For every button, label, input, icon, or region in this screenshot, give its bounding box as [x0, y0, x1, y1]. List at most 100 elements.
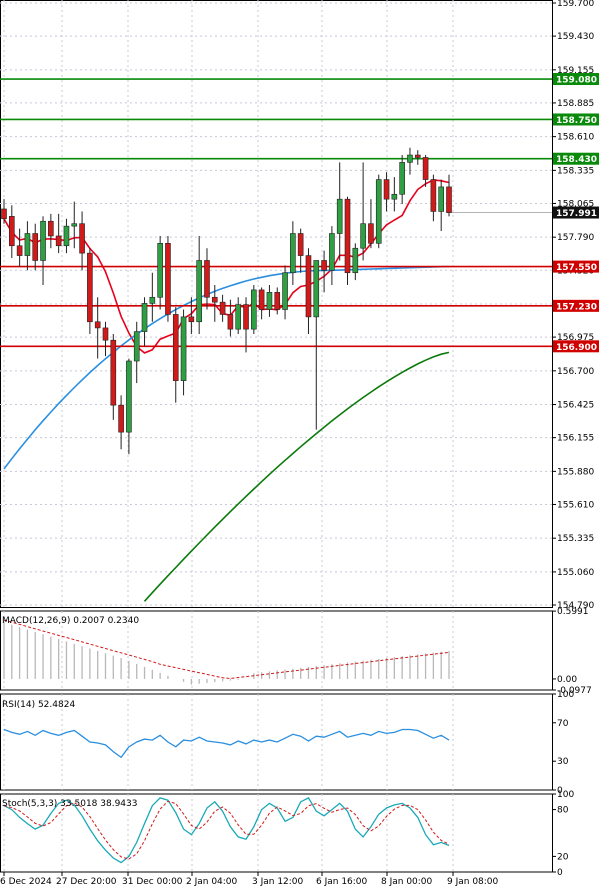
panel-border [0, 610, 553, 691]
current-price-label: 157.991 [556, 209, 597, 219]
stoch-d-line [3, 800, 450, 860]
x-tick-label: 6 Jan 16:00 [316, 877, 368, 887]
y-tick-label: 156.975 [557, 333, 594, 343]
y-tick-label: 159.155 [557, 66, 594, 76]
candle [71, 223, 78, 227]
candle [446, 186, 452, 213]
y-tick-label: 158.065 [557, 199, 594, 209]
candle [407, 154, 413, 163]
candle [235, 304, 242, 330]
candle [180, 316, 187, 381]
current-price-bg [553, 206, 599, 219]
y-tick-label: 156.425 [557, 401, 594, 411]
candle [251, 289, 257, 330]
ma-mid-line [3, 265, 450, 470]
candle [258, 289, 265, 310]
x-tick-label: 31 Dec 00:00 [122, 877, 183, 887]
candle [32, 233, 39, 261]
y-tick-label: 0 [557, 868, 563, 878]
candle [336, 198, 343, 234]
y-tick-label: 159.430 [557, 32, 594, 42]
candle [157, 243, 163, 298]
candle [360, 223, 366, 249]
panel-border [0, 693, 553, 791]
candle [110, 339, 117, 406]
y-tick-label: 0 [557, 786, 563, 796]
y-tick-label: 159.700 [557, 0, 594, 9]
level-label: 157.230 [556, 302, 597, 312]
candle [391, 193, 398, 200]
candle [290, 233, 296, 274]
x-tick-label: 9 Jan 08:00 [447, 877, 499, 887]
y-tick-label: 156.155 [557, 434, 594, 444]
price-axis: 159.700 159.430 159.155 158.885 158.610 158.3… [552, 0, 594, 611]
level-label: 159.080 [556, 76, 597, 86]
level-label-bg [553, 113, 599, 126]
y-tick-label: -0.0977 [557, 686, 592, 696]
candle [329, 233, 335, 271]
x-tick-label: 27 Dec 20:00 [56, 877, 117, 887]
level-label-bg [553, 73, 599, 86]
y-tick-label: 80 [557, 806, 569, 816]
candle [16, 245, 23, 256]
candle [79, 223, 85, 254]
level-label: 158.750 [556, 116, 597, 126]
level-label-bg [553, 299, 599, 312]
time-axis: 6 Dec 2024 27 Dec 20:00 31 Dec 00:00 2 Jan … [0, 872, 499, 887]
y-tick-label: 20 [557, 852, 569, 862]
y-tick-label: 158.335 [557, 166, 594, 176]
level-label: 157.550 [556, 263, 597, 273]
candle [313, 260, 320, 318]
ma-fast-line [3, 179, 450, 354]
level-label-bg [553, 260, 599, 273]
candle [352, 247, 359, 274]
candle [211, 296, 218, 303]
x-tick-label: 3 Jan 12:00 [252, 877, 304, 887]
candle [305, 255, 312, 318]
candle [219, 301, 226, 315]
candle [118, 404, 124, 433]
y-tick-label: 157.790 [557, 233, 594, 243]
candle [282, 272, 288, 310]
candle [165, 243, 171, 315]
candle [266, 292, 273, 310]
candle [94, 321, 101, 329]
candle [149, 296, 156, 304]
candle [399, 162, 405, 195]
macd-signal-line [3, 619, 450, 680]
y-tick-label: 156.700 [557, 367, 594, 377]
y-tick-label: 158.885 [557, 99, 594, 109]
candle [126, 360, 132, 433]
candle [422, 157, 429, 180]
candle [368, 223, 374, 244]
x-tick-label: 8 Jan 00:00 [381, 877, 433, 887]
candle [141, 303, 148, 332]
x-tick-label: 2 Jan 04:00 [186, 877, 238, 887]
moving-averages [3, 179, 450, 602]
level-label: 156.900 [556, 343, 597, 353]
ma-slow-line [143, 351, 450, 602]
candle [414, 154, 421, 158]
y-tick-label: 155.880 [557, 467, 594, 477]
candle [172, 314, 179, 381]
y-tick-label: 155.610 [557, 500, 594, 510]
y-tick-label: 30 [557, 757, 569, 767]
candle [9, 216, 15, 247]
level-labels: 159.080 158.750 158.430 157.550 157.230 156.9… [553, 73, 599, 353]
stoch-title: Stoch(5,3,3) 33.5018 38.9433 [2, 799, 137, 809]
candle [430, 179, 437, 212]
y-tick-label: 158.610 [557, 133, 594, 143]
candle [344, 198, 351, 274]
candles [1, 147, 452, 455]
candle [438, 186, 444, 212]
y-tick-label: 100 [557, 690, 574, 700]
candle [102, 327, 109, 341]
y-tick-label: 155.060 [557, 568, 594, 578]
macd-panel: 0.5991 0.00-0.0977 [0, 607, 592, 696]
candle [1, 208, 7, 220]
y-tick-label: 0.5991 [557, 607, 589, 617]
rsi-panel: 100 70 30 0 [0, 690, 574, 796]
level-label: 158.430 [556, 155, 597, 165]
rsi-line [3, 728, 450, 759]
